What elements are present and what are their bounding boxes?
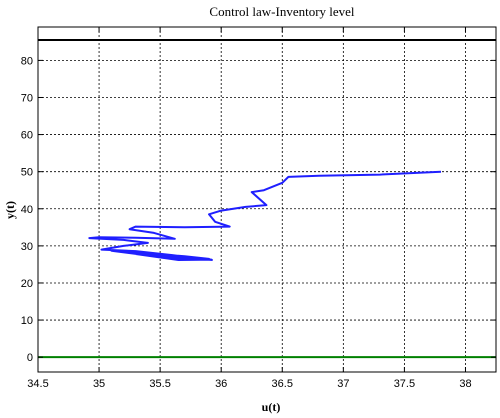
x-axis-label: u(t) [262, 400, 281, 414]
x-tick-label: 35 [93, 378, 105, 390]
x-tick-label: 35.5 [149, 378, 170, 390]
y-tick-label: 0 [27, 352, 33, 364]
ticks: 34.5 35 35.5 36 36.5 37 37.5 38 0 10 20 30 40 50 60 70 8… [21, 27, 496, 390]
x-tick-label: 36.5 [272, 378, 293, 390]
x-tick-label: 34.5 [27, 378, 48, 390]
x-tick-label: 38 [459, 378, 471, 390]
y-tick-label: 60 [21, 130, 33, 142]
x-tick-label: 37.5 [394, 378, 415, 390]
y-tick-label: 20 [21, 278, 33, 290]
trajectory-line [88, 170, 442, 261]
y-tick-label: 10 [21, 315, 33, 327]
y-tick-label: 40 [21, 204, 33, 216]
y-tick-label: 80 [21, 55, 33, 67]
y-tick-label: 70 [21, 92, 33, 104]
grid [38, 27, 496, 372]
y-tick-label: 30 [21, 241, 33, 253]
series-group [88, 170, 442, 261]
x-tick-label: 36 [215, 378, 227, 390]
reference-lines [38, 38, 496, 359]
y-axis-label: y(t) [3, 201, 17, 219]
chart-title: Control law-Inventory level [209, 4, 355, 19]
x-tick-label: 37 [337, 378, 349, 390]
plot-frame [37, 26, 497, 373]
y-tick-label: 50 [21, 167, 33, 179]
